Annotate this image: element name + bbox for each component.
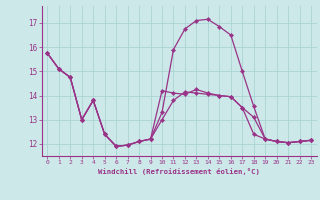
X-axis label: Windchill (Refroidissement éolien,°C): Windchill (Refroidissement éolien,°C) <box>98 168 260 175</box>
